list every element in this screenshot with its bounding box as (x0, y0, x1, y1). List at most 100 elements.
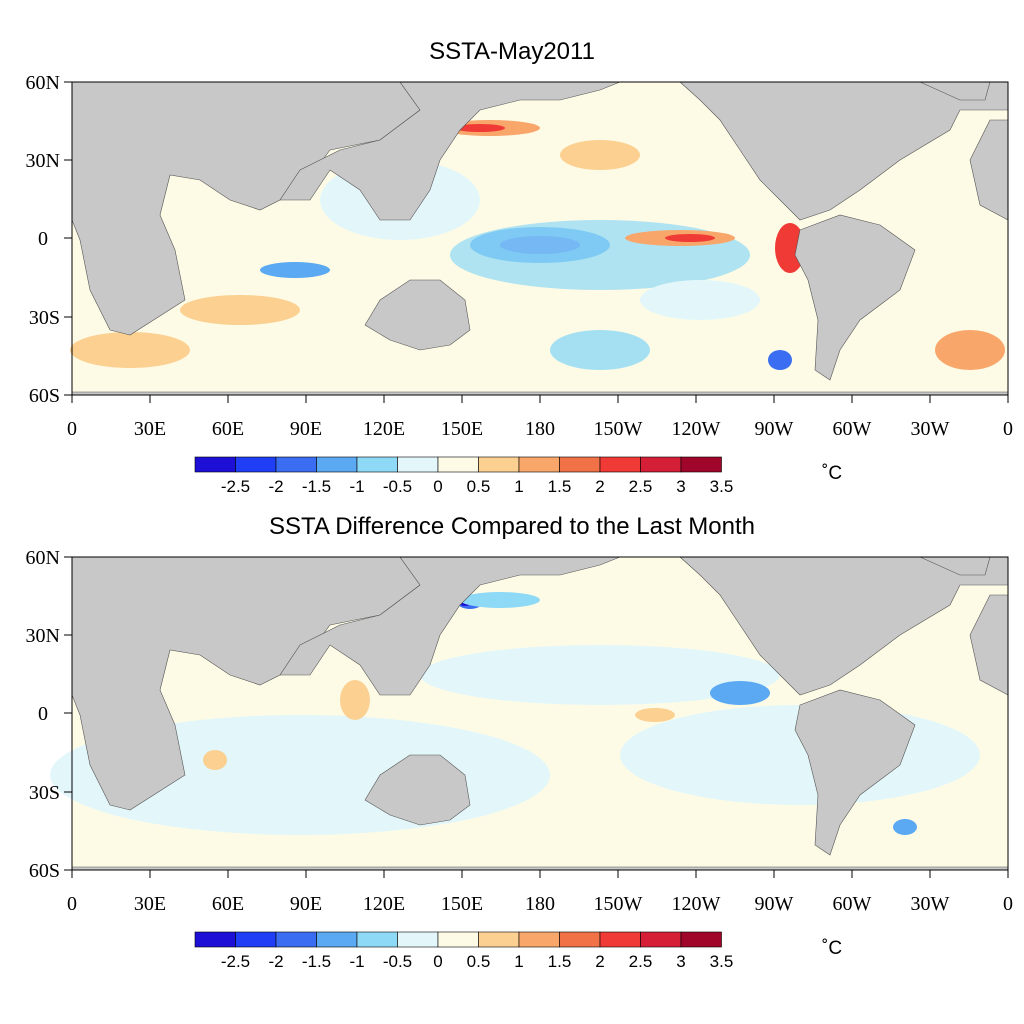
colorbar-swatch (356, 456, 398, 473)
lon-label: 120E (363, 418, 405, 440)
lon-label: 30E (134, 893, 166, 915)
colorbar-tick-label: 2 (595, 952, 604, 971)
lon-label: 180 (525, 418, 555, 440)
colorbar-tick-label: 2.5 (629, 477, 653, 496)
lon-label: 150E (441, 418, 483, 440)
colorbar-swatch (478, 456, 520, 473)
colorbar-tick-label: -2.5 (221, 477, 250, 496)
colorbar-tick-label: -1.5 (302, 477, 331, 496)
panel-ssta-may2011: SSTA-May2011 (0, 0, 1024, 500)
lon-label: 60E (212, 893, 244, 915)
colorbar-swatch (194, 931, 236, 948)
colorbar-tick-label: 3.5 (710, 952, 734, 971)
colorbar-tick-label: -2 (268, 952, 283, 971)
lon-label: 60W (833, 418, 872, 440)
colorbar-tick-label: -1.5 (302, 952, 331, 971)
colorbar-swatch (316, 931, 358, 948)
lon-label: 150W (594, 418, 643, 440)
colorbar-tick-label: 3 (676, 477, 685, 496)
panel-title: SSTA-May2011 (429, 38, 595, 65)
colorbar-swatch (235, 931, 277, 948)
colorbar-swatch (316, 456, 358, 473)
lon-label: 120E (363, 893, 405, 915)
colorbar-tick-label: 0.5 (467, 477, 491, 496)
colorbar-tick-label: -1 (349, 952, 364, 971)
colorbar-tick-label: -1 (349, 477, 364, 496)
colorbar-tick-label: -2.5 (221, 952, 250, 971)
lon-label: 120W (672, 418, 721, 440)
lat-label-eq: 0 (38, 703, 48, 725)
colorbar-swatch (356, 931, 398, 948)
colorbar-swatch (397, 456, 439, 473)
colorbar-swatch (235, 456, 277, 473)
axis-ticks (64, 556, 1009, 878)
map-frame: 60N 30N 0 30S 60S 0 30E 60E 90E 120E 150… (26, 72, 1013, 440)
lon-label: 150W (594, 893, 643, 915)
colorbar-tick-label: -0.5 (383, 477, 412, 496)
colorbar-swatch (680, 456, 722, 473)
panel-title: SSTA Difference Compared to the Last Mon… (268, 513, 756, 540)
colorbar-tick-label: 3.5 (710, 477, 734, 496)
lon-label: 90E (290, 418, 322, 440)
colorbar-tick-label: 1 (514, 477, 523, 496)
axis-ticks (64, 81, 1009, 403)
colorbar: -2.5 -2 -1.5 -1 -0.5 0 0.5 1 1.5 2 2.5 3 3.5 (194, 931, 734, 971)
colorbar-swatch (518, 931, 560, 948)
colorbar-swatch (640, 456, 682, 473)
lat-label-60s: 60S (29, 385, 60, 407)
colorbar-swatch (437, 931, 479, 948)
colorbar-swatch (478, 931, 520, 948)
lon-label: 150E (441, 893, 483, 915)
lon-label: 120W (672, 893, 721, 915)
land-masses (71, 81, 1009, 396)
lon-label: 90W (755, 418, 794, 440)
colorbar-tick-label: 2.5 (629, 952, 653, 971)
colorbar-tick-label: 0 (433, 477, 442, 496)
lon-label: 90E (290, 893, 322, 915)
lon-label: 0 (1003, 893, 1013, 915)
map-frame: 60N 30N 0 30S 60S 0 30E 60E 90E 120E 150… (26, 547, 1013, 915)
colorbar-swatch (275, 931, 317, 948)
colorbar-tick-label: 1.5 (548, 477, 572, 496)
colorbar-swatch (397, 931, 439, 948)
colorbar-tick-label: 0.5 (467, 952, 491, 971)
colorbar-swatch (518, 456, 560, 473)
colorbar: -2.5 -2 -1.5 -1 -0.5 0 0.5 1 1.5 2 2.5 3 3.5 (194, 456, 734, 496)
lat-label-60n: 60N (26, 72, 60, 94)
lat-label-30n: 30N (26, 625, 60, 647)
colorbar-tick-label: 3 (676, 952, 685, 971)
map-ssta-difference: 60N 30N 0 30S 60S 0 30E 60E 90E 120E 150… (26, 547, 1013, 971)
lat-label-30n: 30N (26, 150, 60, 172)
colorbar-tick-label: 0 (433, 952, 442, 971)
colorbar-tick-label: 1.5 (548, 952, 572, 971)
lon-label: 0 (67, 893, 77, 915)
lon-label: 30W (911, 418, 950, 440)
lat-label-30s: 30S (29, 782, 60, 804)
lon-label: 60E (212, 418, 244, 440)
colorbar-swatch (559, 931, 601, 948)
colorbar-tick-label: -0.5 (383, 952, 412, 971)
panel-ssta-difference: SSTA Difference Compared to the Last Mon… (0, 475, 1024, 1024)
map-ssta: 60N 30N 0 30S 60S 0 30E 60E 90E 120E 150… (26, 72, 1013, 496)
colorbar-swatch (559, 456, 601, 473)
colorbar-tick-label: 2 (595, 477, 604, 496)
lon-label: 90W (755, 893, 794, 915)
colorbar-swatch (680, 931, 722, 948)
colorbar-swatch (599, 456, 641, 473)
lon-label: 30E (134, 418, 166, 440)
lon-label: 0 (67, 418, 77, 440)
lon-label: 60W (833, 893, 872, 915)
lon-label: 180 (525, 893, 555, 915)
lat-label-30s: 30S (29, 307, 60, 329)
lon-label: 30W (911, 893, 950, 915)
colorbar-tick-label: 1 (514, 952, 523, 971)
colorbar-swatch (437, 456, 479, 473)
colorbar-swatch (275, 456, 317, 473)
lat-label-eq: 0 (38, 228, 48, 250)
colorbar-swatch (599, 931, 641, 948)
lat-label-60n: 60N (26, 547, 60, 569)
colorbar-swatch (194, 456, 236, 473)
colorbar-unit-label: ˚C (822, 463, 843, 484)
colorbar-swatch (640, 931, 682, 948)
land-masses (71, 556, 1009, 871)
